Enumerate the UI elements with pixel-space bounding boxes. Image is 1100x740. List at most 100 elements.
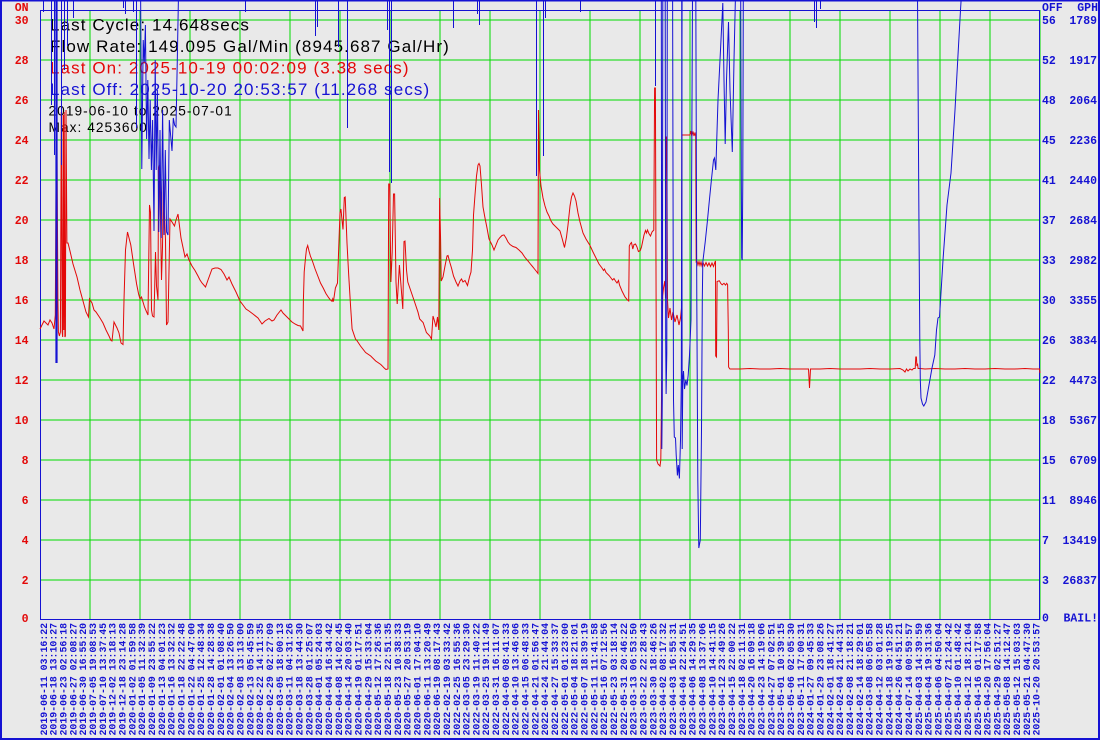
svg-text:2020-03-28 01:25:07: 2020-03-28 01:25:07 bbox=[304, 623, 315, 736]
svg-text:2020-02-04 13:26:50: 2020-02-04 13:26:50 bbox=[226, 623, 237, 736]
svg-text:2019-06-10 to 2025-07-01: 2019-06-10 to 2025-07-01 bbox=[49, 104, 233, 119]
svg-text:2022-05-31 20:46:22: 2022-05-31 20:46:22 bbox=[619, 623, 630, 736]
svg-text:2023-05-01 10:39:15: 2023-05-01 10:39:15 bbox=[776, 623, 787, 736]
svg-text:2: 2 bbox=[22, 575, 29, 588]
svg-text:2023-05-11 17:00:31: 2023-05-11 17:00:31 bbox=[796, 623, 807, 736]
svg-text:2020-01-02 01:59:58: 2020-01-02 01:59:58 bbox=[127, 623, 138, 736]
svg-text:2022-05-04 18:21:01: 2022-05-04 18:21:01 bbox=[570, 623, 581, 736]
svg-text:2022-05-16 07:12:56: 2022-05-16 07:12:56 bbox=[599, 623, 610, 736]
svg-text:2025-04-07 21:24:42: 2025-04-07 21:24:42 bbox=[943, 623, 954, 736]
svg-text:2020-01-13 04:01:23: 2020-01-13 04:01:23 bbox=[157, 623, 168, 736]
svg-text:2020-03-11 04:31:26: 2020-03-11 04:31:26 bbox=[285, 623, 296, 736]
svg-text:2022-05-23 03:18:14: 2022-05-23 03:18:14 bbox=[609, 623, 620, 736]
svg-text:2019-06-18 13:10:27: 2019-06-18 13:10:27 bbox=[49, 623, 60, 736]
svg-text:2019-12-02 13:18:13: 2019-12-02 13:18:13 bbox=[108, 623, 119, 736]
svg-text:2019-07-05 19:08:53: 2019-07-05 19:08:53 bbox=[88, 623, 99, 736]
svg-text:15: 15 bbox=[1042, 455, 1056, 468]
svg-text:2025-04-16 01:17:58: 2025-04-16 01:17:58 bbox=[973, 623, 984, 736]
svg-text:2022-04-15 06:48:33: 2022-04-15 06:48:33 bbox=[521, 623, 532, 736]
svg-text:2025-04-03 14:39:59: 2025-04-03 14:39:59 bbox=[914, 623, 925, 736]
svg-text:2025-04-06 04:50:04: 2025-04-06 04:50:04 bbox=[933, 623, 944, 736]
svg-text:4: 4 bbox=[22, 535, 29, 548]
svg-text:2020-01-28 14:28:38: 2020-01-28 14:28:38 bbox=[206, 623, 217, 736]
svg-text:2024-02-04 21:44:31: 2024-02-04 21:44:31 bbox=[835, 623, 846, 736]
svg-text:2023-04-18 02:11:31: 2023-04-18 02:11:31 bbox=[737, 623, 748, 736]
svg-text:18: 18 bbox=[15, 255, 29, 268]
svg-text:41: 41 bbox=[1042, 175, 1056, 188]
svg-text:2023-04-12 23:49:26: 2023-04-12 23:49:26 bbox=[717, 623, 728, 736]
svg-text:20: 20 bbox=[15, 215, 29, 228]
svg-text:2020-06-19 08:17:43: 2020-06-19 08:17:43 bbox=[432, 623, 443, 736]
svg-text:2024-01-29 23:08:26: 2024-01-29 23:08:26 bbox=[816, 623, 827, 736]
svg-text:13419: 13419 bbox=[1062, 535, 1097, 548]
svg-text:12: 12 bbox=[15, 375, 29, 388]
svg-text:2020-01-25 12:48:34: 2020-01-25 12:48:34 bbox=[196, 623, 207, 736]
svg-text:56: 56 bbox=[1042, 15, 1056, 28]
svg-text:2023-04-08 13:37:06: 2023-04-08 13:37:06 bbox=[698, 623, 709, 736]
svg-text:2019-06-23 02:56:18: 2019-06-23 02:56:18 bbox=[59, 623, 70, 736]
svg-text:2025-04-04 19:31:36: 2025-04-04 19:31:36 bbox=[924, 623, 935, 736]
svg-text:2025-04-12 18:21:04: 2025-04-12 18:21:04 bbox=[963, 623, 974, 736]
svg-text:33: 33 bbox=[1042, 255, 1056, 268]
svg-text:7: 7 bbox=[1042, 535, 1049, 548]
svg-text:2020-03-18 13:44:30: 2020-03-18 13:44:30 bbox=[295, 623, 306, 736]
svg-text:2023-04-04 22:24:51: 2023-04-04 22:24:51 bbox=[678, 623, 689, 736]
svg-text:OFF: OFF bbox=[1042, 2, 1063, 15]
svg-text:2022-05-01 01:23:00: 2022-05-01 01:23:00 bbox=[560, 623, 571, 736]
svg-text:2020-02-22 14:11:35: 2020-02-22 14:11:35 bbox=[255, 623, 266, 736]
svg-text:2019-12-18 23:14:28: 2019-12-18 23:14:28 bbox=[118, 623, 129, 736]
svg-text:ON: ON bbox=[15, 2, 29, 15]
svg-text:2025-04-29 02:51:27: 2025-04-29 02:51:27 bbox=[992, 623, 1003, 736]
svg-text:2024-02-01 18:41:27: 2024-02-01 18:41:27 bbox=[825, 623, 836, 736]
svg-text:2019-07-10 13:37:45: 2019-07-10 13:37:45 bbox=[98, 623, 109, 736]
svg-text:18: 18 bbox=[1042, 415, 1056, 428]
svg-text:BAIL!: BAIL! bbox=[1063, 613, 1098, 626]
svg-text:24: 24 bbox=[15, 135, 29, 148]
svg-text:2020-04-08 14:02:45: 2020-04-08 14:02:45 bbox=[334, 623, 345, 736]
svg-text:2024-04-12 03:01:28: 2024-04-12 03:01:28 bbox=[875, 623, 886, 736]
svg-text:26837: 26837 bbox=[1062, 575, 1097, 588]
svg-text:14: 14 bbox=[15, 335, 29, 348]
svg-text:2024-04-26 04:51:21: 2024-04-26 04:51:21 bbox=[894, 623, 905, 736]
svg-text:16: 16 bbox=[15, 295, 29, 308]
svg-text:3: 3 bbox=[1042, 575, 1049, 588]
svg-text:2982: 2982 bbox=[1069, 255, 1097, 268]
svg-text:GPH: GPH bbox=[1077, 2, 1098, 15]
svg-text:2023-04-02 08:17:32: 2023-04-02 08:17:32 bbox=[658, 623, 669, 736]
svg-text:45: 45 bbox=[1042, 135, 1056, 148]
svg-text:2022-02-19 03:33:42: 2022-02-19 03:33:42 bbox=[442, 623, 453, 736]
svg-text:37: 37 bbox=[1042, 215, 1056, 228]
svg-text:2019-06-30 16:55:20: 2019-06-30 16:55:20 bbox=[78, 623, 89, 736]
svg-text:2022-05-07 18:39:19: 2022-05-07 18:39:19 bbox=[580, 623, 591, 736]
svg-text:2020-05-18 22:51:35: 2020-05-18 22:51:35 bbox=[383, 623, 394, 736]
svg-text:2019-06-27 02:08:27: 2019-06-27 02:08:27 bbox=[68, 623, 79, 736]
svg-text:2023-04-15 22:00:22: 2023-04-15 22:00:22 bbox=[727, 623, 738, 736]
svg-text:6: 6 bbox=[22, 495, 29, 508]
svg-text:Flow Rate: 149.095 Gal/Min (89: Flow Rate: 149.095 Gal/Min (8945.687 Gal… bbox=[50, 37, 450, 56]
svg-text:22: 22 bbox=[1042, 375, 1056, 388]
svg-text:3355: 3355 bbox=[1069, 295, 1097, 308]
svg-text:2020-05-12 17:26:36: 2020-05-12 17:26:36 bbox=[373, 623, 384, 736]
svg-text:2024-04-18 19:19:25: 2024-04-18 19:19:25 bbox=[884, 623, 895, 736]
svg-text:2024-02-14 18:29:01: 2024-02-14 18:29:01 bbox=[855, 623, 866, 736]
svg-text:0: 0 bbox=[1042, 613, 1049, 626]
svg-text:2025-05-08 14:12:47: 2025-05-08 14:12:47 bbox=[1002, 623, 1013, 736]
svg-text:2023-04-06 14:29:35: 2023-04-06 14:29:35 bbox=[688, 623, 699, 736]
svg-text:2023-03-13 06:53:50: 2023-03-13 06:53:50 bbox=[629, 623, 640, 736]
svg-text:2024-07-14 00:59:57: 2024-07-14 00:59:57 bbox=[904, 623, 915, 736]
svg-text:Last On: 2025-10-19 00:02:09 (: Last On: 2025-10-19 00:02:09 (3.38 secs) bbox=[50, 58, 410, 77]
svg-text:2022-03-25 19:11:49: 2022-03-25 19:11:49 bbox=[481, 623, 492, 736]
svg-text:3834: 3834 bbox=[1069, 335, 1097, 348]
svg-text:2023-04-03 16:55:31: 2023-04-03 16:55:31 bbox=[668, 623, 679, 736]
svg-text:0: 0 bbox=[22, 613, 29, 626]
svg-text:2020-06-01 17:04:10: 2020-06-01 17:04:10 bbox=[412, 623, 423, 736]
svg-text:2022-05-11 11:41:58: 2022-05-11 11:41:58 bbox=[589, 623, 600, 736]
svg-text:2020-01-18 22:22:48: 2020-01-18 22:22:48 bbox=[177, 623, 188, 736]
svg-text:Last Cycle: 14.648secs: Last Cycle: 14.648secs bbox=[50, 15, 250, 34]
svg-text:2020-01-09 23:55:22: 2020-01-09 23:55:22 bbox=[147, 623, 158, 736]
svg-text:2024-03-08 06:05:58: 2024-03-08 06:05:58 bbox=[865, 623, 876, 736]
svg-text:28: 28 bbox=[15, 55, 29, 68]
svg-text:2023-04-10 14:41:15: 2023-04-10 14:41:15 bbox=[707, 623, 718, 736]
svg-text:48: 48 bbox=[1042, 95, 1056, 108]
svg-text:1789: 1789 bbox=[1069, 15, 1097, 28]
